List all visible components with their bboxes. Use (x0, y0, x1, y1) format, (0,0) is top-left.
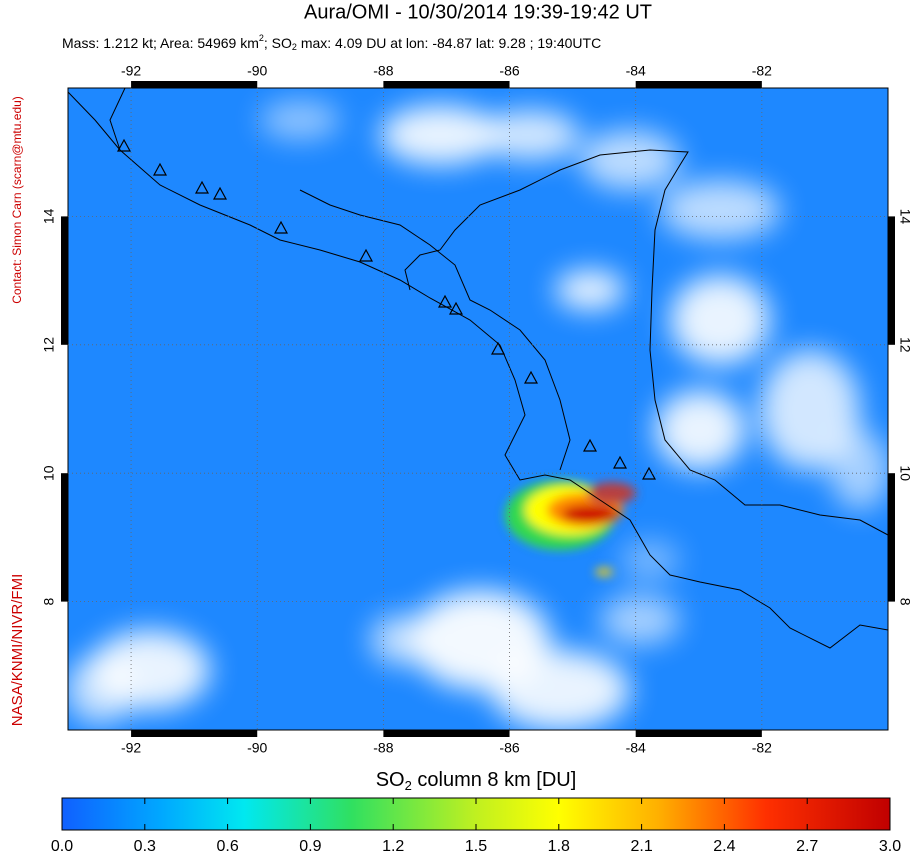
frame-bar (888, 216, 895, 345)
subtitle-sub: 2 (292, 42, 297, 52)
y-tick-label: 14 (41, 208, 57, 224)
subtitle: Mass: 1.212 kt; Area: 54969 km2; SO2 max… (62, 33, 601, 52)
colorbar-tick-label: 0.3 (134, 838, 156, 855)
subtitle-part: ; SO (264, 35, 292, 51)
frame-bar (131, 730, 258, 737)
x-tick-label: -92 (121, 63, 141, 79)
frame-bar (61, 216, 68, 345)
subtitle-sup: 2 (259, 33, 264, 43)
colorbar-tick-label: 1.5 (465, 838, 487, 855)
colorbar-tick-label: 0.9 (299, 838, 321, 855)
colorbar-title-sub: 2 (405, 778, 412, 793)
contact: Contact: Simon Carn (scarn@mtu.edu) (10, 96, 24, 304)
y-tick-label: 12 (41, 337, 57, 353)
x-tick-label: -92 (121, 740, 141, 756)
colorbar-title-part: SO (376, 769, 405, 791)
y-tick-label: 8 (41, 597, 57, 605)
subtitle-part: Mass: 1.212 kt; Area: 54969 km (62, 35, 259, 51)
colorbar-tick-label: 1.8 (548, 838, 570, 855)
colorbar-title-part: column 8 km [DU] (412, 769, 576, 791)
colorbar-tick-label: 3.0 (879, 838, 901, 855)
clouds (68, 100, 888, 730)
x-tick-label: -86 (499, 63, 519, 79)
title: Aura/OMI - 10/30/2014 19:39-19:42 UT (304, 1, 652, 23)
x-tick-label: -84 (626, 63, 646, 79)
y-tick-label: 10 (897, 465, 912, 481)
x-tick-label: -82 (752, 740, 772, 756)
y-tick-label: 12 (897, 337, 912, 353)
frame-bar (635, 81, 762, 88)
colorbar-tick-label: 0.0 (51, 838, 73, 855)
frame-bar (383, 81, 510, 88)
frame-bar (383, 730, 510, 737)
frame-bar (888, 473, 895, 602)
colorbar-tick-label: 1.2 (382, 838, 404, 855)
x-tick-label: -88 (373, 63, 393, 79)
subtitle-part: max: 4.09 DU at lon: -84.87 lat: 9.28 ; … (297, 35, 601, 51)
colorbar-tick-label: 2.7 (796, 838, 818, 855)
frame-bar (635, 730, 762, 737)
y-tick-label: 8 (897, 598, 912, 606)
y-tick-label: 14 (897, 209, 912, 225)
credit: NASA/KNMI/NIVR/FMI (9, 574, 26, 727)
x-tick-label: -86 (499, 740, 519, 756)
colorbar-tick-label: 2.1 (630, 838, 652, 855)
frame-bar (131, 81, 258, 88)
y-tick-label: 10 (41, 465, 57, 481)
x-tick-label: -82 (752, 63, 772, 79)
coastline (68, 88, 888, 649)
x-tick-label: -88 (373, 740, 393, 756)
map-area (68, 88, 888, 730)
colorbar-tick-label: 0.6 (216, 838, 238, 855)
x-tick-label: -90 (247, 63, 267, 79)
x-tick-label: -90 (247, 740, 267, 756)
colorbar-tick-label: 2.4 (713, 838, 735, 855)
so2-plume (505, 480, 636, 576)
frame-bar (61, 473, 68, 602)
colorbar-title: SO2 column 8 km [DU] (376, 769, 577, 793)
x-tick-label: -84 (626, 740, 646, 756)
volcanoes (116, 138, 657, 480)
